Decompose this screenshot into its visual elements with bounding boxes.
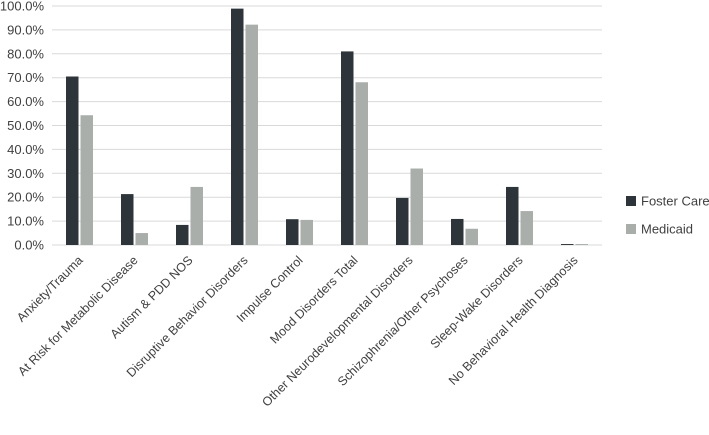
y-tick-label: 30.0% <box>7 166 44 181</box>
bar-medicaid <box>520 211 533 245</box>
bar-foster-care <box>121 194 134 245</box>
bar-foster-care <box>231 8 244 246</box>
legend-label: Medicaid <box>641 222 693 237</box>
bar-foster-care <box>176 224 189 245</box>
bar-foster-care <box>66 76 79 245</box>
legend-swatch <box>626 224 636 234</box>
bar-medicaid <box>245 24 258 246</box>
bar-foster-care <box>561 244 574 245</box>
y-tick-label: 0.0% <box>14 238 44 253</box>
bar-medicaid <box>410 168 423 245</box>
y-tick-label: 90.0% <box>7 22 44 37</box>
legend-label: Foster Care <box>641 194 709 209</box>
bar-medicaid <box>575 244 588 245</box>
legend-swatch <box>626 196 636 206</box>
bar-medicaid <box>355 82 368 245</box>
y-tick-label: 20.0% <box>7 190 44 205</box>
legend: Foster Care Medicaid <box>626 194 709 237</box>
y-tick-label: 60.0% <box>7 94 44 109</box>
y-tick-label: 50.0% <box>7 118 44 133</box>
bar-medicaid <box>300 219 313 245</box>
bar-medicaid <box>135 233 148 245</box>
bar-foster-care <box>396 197 409 245</box>
bar-foster-care <box>341 51 354 245</box>
bar-medicaid <box>465 228 478 245</box>
y-tick-label: 80.0% <box>7 46 44 61</box>
bar-medicaid <box>190 186 203 245</box>
y-tick-label: 100.0% <box>0 0 44 14</box>
x-category-label: Sleep-Wake Disorders <box>428 253 526 351</box>
y-tick-label: 10.0% <box>7 214 44 229</box>
y-tick-label: 40.0% <box>7 142 44 157</box>
x-category-label: Disruptive Behavior Disorders <box>124 253 251 380</box>
y-axis-ticks: 0.0% 10.0% 20.0% 30.0% 40.0% 50.0% 60.0% 70.0% 8… <box>0 0 44 253</box>
bar-foster-care <box>451 218 464 245</box>
bar-foster-care <box>506 186 519 245</box>
gridlines <box>52 5 602 246</box>
bar-medicaid <box>80 115 93 246</box>
y-tick-label: 70.0% <box>7 70 44 85</box>
bar-foster-care <box>286 219 299 245</box>
bars <box>66 8 588 246</box>
